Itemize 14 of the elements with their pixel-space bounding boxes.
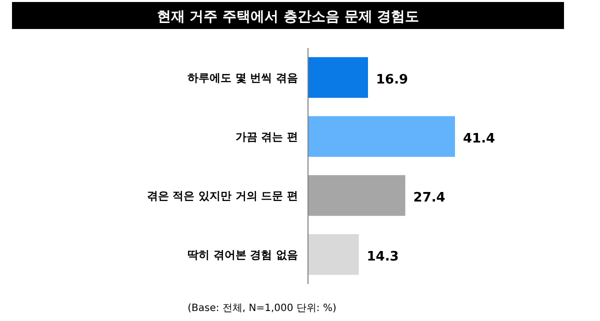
data-label: 27.4 [413, 190, 446, 206]
data-label: 16.9 [376, 72, 408, 88]
bar [308, 57, 368, 98]
bar [308, 175, 406, 216]
y-tick-label: 하루에도 몇 번씩 겪음 [188, 72, 298, 84]
chart-title: 현재 거주 주택에서 층간소음 문제 경험도 [156, 9, 420, 25]
y-tick-label: 딱히 겪어본 경험 없음 [188, 248, 298, 262]
text: (Base: 전체, N=1,000 단위: %) [188, 303, 336, 314]
y-tick-label: 겪은 적은 있지만 거의 드문 편 [146, 190, 298, 202]
y-tick-label: 가끔 겪는 편 [235, 130, 298, 144]
bar [308, 116, 455, 157]
data-label: 41.4 [463, 132, 496, 146]
data-label: 14.3 [366, 250, 399, 264]
bar [308, 234, 359, 275]
